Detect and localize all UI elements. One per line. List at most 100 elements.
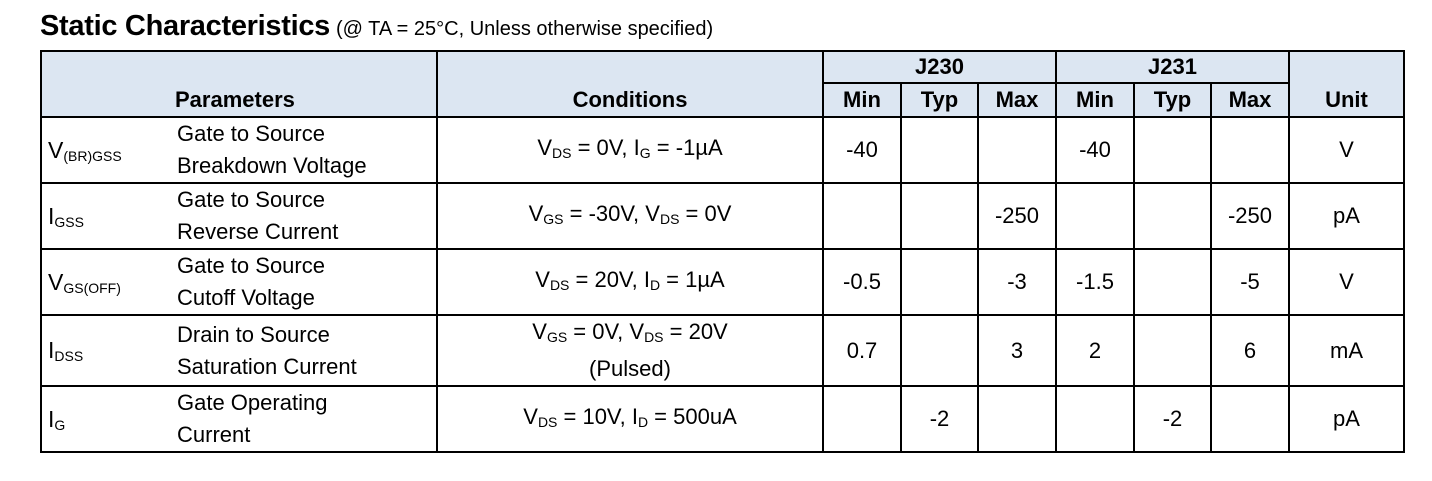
unit-value: mA — [1288, 314, 1405, 387]
header-part-j231: J231 — [1055, 50, 1290, 84]
symbol-subscript: DSS — [54, 348, 84, 364]
conditions-text: = 10V, I — [557, 403, 638, 429]
j231-min-value — [1055, 182, 1135, 250]
header-symbol-cell — [40, 83, 173, 118]
symbol-main: I — [48, 337, 55, 363]
conditions-subscript: D — [637, 413, 649, 430]
symbol-main: V — [48, 268, 64, 295]
j231-typ-value: -2 — [1133, 385, 1212, 453]
j230-max-value: -250 — [977, 182, 1057, 250]
j230-min-value: -0.5 — [822, 248, 902, 316]
header-blank-unit — [1288, 50, 1405, 83]
parameter-name: Gate Operating Current — [173, 385, 438, 453]
conditions-subscript: D — [649, 276, 661, 293]
symbol-subscript: GS(OFF) — [63, 279, 121, 296]
j231-max-value — [1210, 385, 1290, 453]
conditions-subscript: G — [639, 144, 651, 161]
parameter-name-line1: Drain to Source — [177, 321, 330, 347]
symbol-main: I — [48, 405, 55, 432]
parameter-name-line2: Saturation Current — [177, 353, 357, 379]
test-conditions: VDS = 10V, ID = 500uA — [436, 385, 824, 453]
parameter-name: Gate to Source Cutoff Voltage — [173, 248, 438, 316]
j230-max-value: -3 — [977, 248, 1057, 316]
static-characteristics-table: J230 J231 Parameters Conditions Min Typ … — [40, 50, 1405, 453]
test-conditions: VDS = 20V, ID = 1µA — [436, 248, 824, 316]
j231-typ-value — [1133, 182, 1212, 250]
j231-min-value — [1055, 385, 1135, 453]
conditions-text: (Pulsed) — [589, 356, 671, 381]
parameter-name-line2: Current — [177, 422, 251, 447]
j230-min-value — [822, 385, 902, 453]
parameter-name: Gate to Source Breakdown Voltage — [173, 116, 438, 184]
symbol-subscript: GSS — [54, 213, 84, 230]
conditions-subscript: GS — [546, 329, 568, 345]
conditions-subscript: DS — [537, 413, 558, 430]
conditions-text: = 20V, I — [569, 266, 650, 292]
conditions-text: = 500uA — [648, 403, 737, 429]
conditions-text: = -1µA — [650, 134, 723, 160]
table-row: IDSS Drain to Source Saturation Current V… — [40, 314, 1405, 387]
section-title: Static Characteristics (@ TA = 25°C, Unle… — [40, 10, 713, 43]
header-part-j230: J230 — [822, 50, 1057, 84]
test-conditions: VGS = 0V, VDS = 20V (Pulsed) — [436, 314, 824, 387]
table-row: IGSS Gate to Source Reverse Current VGS =… — [40, 182, 1405, 250]
conditions-line2: (Pulsed) — [438, 353, 822, 385]
symbol-subscript: (BR)GSS — [63, 147, 122, 164]
conditions-text: V — [537, 134, 553, 160]
symbol-main: I — [48, 202, 55, 229]
header-blank-conditions — [436, 50, 824, 83]
title-condition: (@ TA = 25°C, Unless otherwise specified… — [336, 18, 714, 40]
parameter-name-line1: Gate to Source — [177, 121, 325, 146]
j231-min-value: -40 — [1055, 116, 1135, 184]
conditions-subscript: DS — [659, 210, 680, 227]
header-conditions: Conditions — [436, 83, 824, 118]
conditions-text: = 0V, V — [567, 319, 645, 344]
j231-min-value: -1.5 — [1055, 248, 1135, 316]
unit-value: pA — [1288, 182, 1405, 250]
test-conditions: VDS = 0V, IG = -1µA — [436, 116, 824, 184]
unit-value: pA — [1288, 385, 1405, 453]
header-j230-min: Min — [822, 82, 902, 118]
conditions-text: V — [535, 266, 550, 292]
conditions-line1: VDS = 10V, ID = 500uA — [438, 401, 822, 438]
parameter-symbol: IDSS — [40, 314, 173, 387]
j231-typ-value — [1133, 314, 1212, 387]
unit-value: V — [1288, 248, 1405, 316]
header-j230-typ: Typ — [900, 82, 979, 118]
j230-max-value — [977, 385, 1057, 453]
j231-min-value: 2 — [1055, 314, 1135, 387]
table-row: IG Gate Operating Current VDS = 10V, ID =… — [40, 385, 1405, 453]
parameter-name: Gate to Source Reverse Current — [173, 182, 438, 250]
parameter-symbol: VGS(OFF) — [40, 248, 173, 316]
symbol-subscript: G — [54, 416, 66, 433]
j230-min-value: -40 — [822, 116, 902, 184]
j231-max-value: -250 — [1210, 182, 1290, 250]
conditions-subscript: DS — [549, 276, 570, 293]
conditions-text: = -30V, V — [563, 200, 660, 226]
header-j230-max: Max — [977, 82, 1057, 118]
parameter-symbol: V(BR)GSS — [40, 116, 173, 184]
header-unit: Unit — [1288, 83, 1405, 118]
parameter-name-line2: Cutoff Voltage — [177, 285, 315, 310]
conditions-text: = 20V — [663, 319, 728, 344]
conditions-line1: VGS = -30V, VDS = 0V — [438, 198, 822, 235]
j230-typ-value — [900, 314, 979, 387]
parameter-name-line2: Breakdown Voltage — [177, 153, 367, 178]
j231-max-value: -5 — [1210, 248, 1290, 316]
conditions-subscript: GS — [543, 210, 564, 227]
j230-min-value: 0.7 — [822, 314, 902, 387]
parameter-name-line1: Gate Operating — [177, 390, 328, 415]
table-row: V(BR)GSS Gate to Source Breakdown Voltage… — [40, 116, 1405, 184]
conditions-subscript: DS — [552, 144, 572, 161]
j230-typ-value — [900, 248, 979, 316]
unit-value: V — [1288, 116, 1405, 184]
parameter-name-line1: Gate to Source — [177, 187, 325, 212]
conditions-line1: VGS = 0V, VDS = 20V — [438, 316, 822, 353]
j231-max-value: 6 — [1210, 314, 1290, 387]
conditions-text: = 0V, I — [571, 134, 640, 160]
header-j231-typ: Typ — [1133, 82, 1212, 118]
parameter-symbol: IG — [40, 385, 173, 453]
j230-typ-value — [900, 182, 979, 250]
parameter-name: Drain to Source Saturation Current — [173, 314, 438, 387]
header-parameters: Parameters — [173, 83, 438, 118]
